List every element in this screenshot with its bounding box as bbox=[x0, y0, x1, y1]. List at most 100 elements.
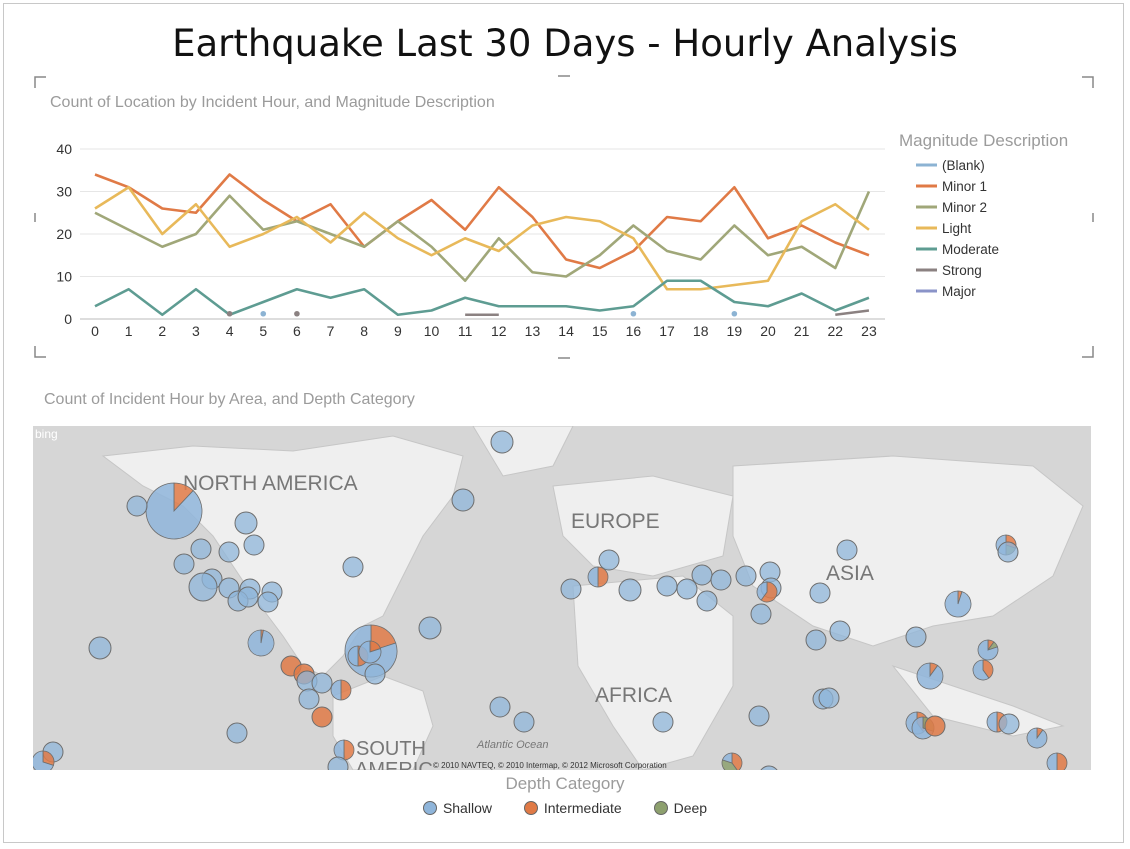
map-bubble[interactable] bbox=[676, 578, 698, 600]
map-bubble[interactable] bbox=[243, 534, 265, 556]
map-bubble-slice-shallow[interactable] bbox=[986, 711, 998, 733]
map-bubble-slice-shallow[interactable] bbox=[756, 581, 768, 601]
map-bubble[interactable] bbox=[418, 616, 442, 640]
map-bubble[interactable] bbox=[750, 603, 772, 625]
map-bubble[interactable] bbox=[513, 711, 535, 733]
map-bubble[interactable] bbox=[656, 575, 678, 597]
map-bubble[interactable] bbox=[298, 688, 320, 710]
map-bubble-slice-intermediate[interactable] bbox=[982, 659, 994, 679]
legend-label-major[interactable]: Major bbox=[942, 284, 976, 299]
map-bubble[interactable] bbox=[218, 541, 240, 563]
map-bubble-slice-shallow[interactable] bbox=[587, 566, 599, 588]
legend-item-deep[interactable]: Deep bbox=[653, 800, 707, 816]
map-bubble[interactable] bbox=[311, 672, 333, 694]
legend-item-shallow[interactable]: Shallow bbox=[422, 800, 492, 816]
map-bubble-slice-intermediate[interactable] bbox=[343, 739, 355, 761]
map-bubble-slice-intermediate[interactable] bbox=[731, 752, 743, 770]
map-bubble-slice-shallow[interactable] bbox=[944, 590, 972, 618]
map-bubble-slice-shallow[interactable] bbox=[247, 629, 275, 657]
series-line-minor-2[interactable] bbox=[94, 190, 871, 283]
map-bubble[interactable] bbox=[311, 706, 333, 728]
map-bubble[interactable] bbox=[905, 626, 927, 648]
map-bubble[interactable] bbox=[598, 549, 620, 571]
series-point-blank[interactable] bbox=[630, 310, 637, 317]
series-segment-strong[interactable] bbox=[835, 309, 870, 317]
map-bubble[interactable] bbox=[618, 578, 642, 602]
map-bubble-slice-shallow[interactable] bbox=[330, 679, 342, 701]
map-bubble[interactable] bbox=[652, 711, 674, 733]
map-bubble[interactable] bbox=[88, 636, 112, 660]
map-bubble[interactable] bbox=[490, 430, 514, 454]
map-bubble-slice-intermediate[interactable] bbox=[1056, 752, 1068, 770]
map-bubble[interactable] bbox=[997, 541, 1019, 563]
map-bubble[interactable] bbox=[237, 586, 259, 608]
map-bubble[interactable] bbox=[836, 539, 858, 561]
map-bubble-slice-shallow[interactable] bbox=[145, 482, 203, 540]
x-tick-label: 16 bbox=[626, 323, 642, 339]
series-point-strong[interactable] bbox=[226, 310, 233, 317]
map-bubble[interactable] bbox=[126, 495, 148, 517]
map-bubble-slice-deep[interactable] bbox=[721, 759, 738, 770]
legend-label-minor-1[interactable]: Minor 1 bbox=[942, 179, 987, 194]
legend-label-light[interactable]: Light bbox=[942, 221, 972, 236]
map-bubble[interactable] bbox=[234, 511, 258, 535]
series-point-strong[interactable] bbox=[294, 310, 300, 317]
map-bubble-slice-shallow[interactable] bbox=[916, 662, 944, 690]
series-line-light[interactable] bbox=[94, 185, 870, 291]
legend-item-intermediate[interactable]: Intermediate bbox=[523, 800, 622, 816]
map-copyright: © 2010 NAVTEQ, © 2010 Intermap, © 2012 M… bbox=[433, 761, 667, 770]
map-bubble[interactable] bbox=[560, 578, 582, 600]
series-line-minor-1[interactable] bbox=[94, 173, 870, 270]
series-line-moderate[interactable] bbox=[94, 279, 870, 317]
map-bubble[interactable] bbox=[489, 696, 511, 718]
x-tick-label: 5 bbox=[259, 323, 267, 339]
map-bubble[interactable] bbox=[735, 565, 757, 587]
map-bubble-slice-shallow[interactable] bbox=[977, 639, 999, 661]
intermediate-swatch bbox=[523, 801, 538, 815]
map-bubble-slice-intermediate[interactable] bbox=[760, 581, 778, 603]
map-bubble[interactable] bbox=[696, 590, 718, 612]
map-bubble[interactable] bbox=[710, 569, 732, 591]
map-bubble[interactable] bbox=[818, 687, 840, 709]
map-bubble[interactable] bbox=[691, 564, 713, 586]
label-atlantic-ocean: Atlantic Ocean bbox=[476, 739, 549, 751]
y-tick-label: 40 bbox=[56, 141, 72, 157]
legend-label-strong[interactable]: Strong bbox=[942, 263, 982, 278]
map-bubble-slice-intermediate[interactable] bbox=[340, 679, 352, 701]
map-bubble[interactable] bbox=[998, 713, 1020, 735]
legend-label-blank[interactable]: (Blank) bbox=[942, 158, 985, 173]
map-chart-title: Count of Incident Hour by Area, and Dept… bbox=[44, 391, 415, 408]
series-point-blank[interactable] bbox=[260, 310, 267, 317]
map-bubble[interactable] bbox=[226, 722, 248, 744]
map-bubble-slice-shallow[interactable] bbox=[33, 750, 54, 770]
label-north-america: NORTH AMERICA bbox=[183, 472, 358, 495]
map-bubble-slice-shallow[interactable] bbox=[721, 752, 733, 764]
map-bubble[interactable] bbox=[748, 705, 770, 727]
map-bubble[interactable] bbox=[759, 765, 779, 770]
x-tick-label: 2 bbox=[158, 323, 166, 339]
legend-label-moderate[interactable]: Moderate bbox=[942, 242, 999, 257]
map-bubble[interactable] bbox=[809, 582, 831, 604]
map-bubble-slice-shallow[interactable] bbox=[347, 645, 359, 667]
map-bubble[interactable] bbox=[364, 663, 386, 685]
map-bubble-slice-shallow[interactable] bbox=[1026, 727, 1048, 749]
map-bubble-slice-shallow[interactable] bbox=[972, 659, 990, 681]
map-bubble[interactable] bbox=[805, 629, 827, 651]
map-bubble[interactable] bbox=[327, 756, 349, 770]
map-bubble[interactable] bbox=[451, 488, 475, 512]
map-bubble[interactable] bbox=[190, 538, 212, 560]
map-bubble[interactable] bbox=[173, 553, 195, 575]
map-bubble[interactable] bbox=[188, 572, 218, 602]
world-map[interactable]: bing NORTH AMERICA EUROPE ASIA AFRICA SOUTHAM… bbox=[33, 426, 1091, 770]
series-point-blank[interactable] bbox=[731, 310, 738, 317]
map-bubble[interactable] bbox=[924, 715, 946, 737]
map-bubble-slice-shallow[interactable] bbox=[1046, 752, 1058, 770]
map-bubble[interactable] bbox=[257, 591, 279, 613]
map-bubble[interactable] bbox=[342, 556, 364, 578]
map-bubble-slice-shallow[interactable] bbox=[358, 640, 382, 664]
map-bubble-slice-intermediate[interactable] bbox=[597, 566, 609, 588]
map-bubble[interactable] bbox=[829, 620, 851, 642]
map-area[interactable]: bing NORTH AMERICA EUROPE ASIA AFRICA SOUTH AM… bbox=[33, 426, 1091, 770]
legend-label-minor-2[interactable]: Minor 2 bbox=[942, 200, 987, 215]
